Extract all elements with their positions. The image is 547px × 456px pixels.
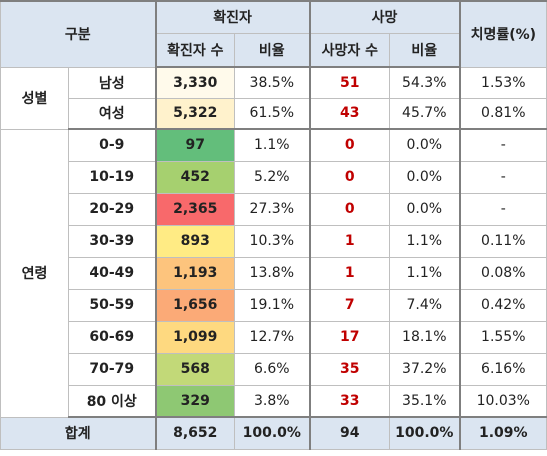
fatality-rate-cell: 0.11% [458,224,547,258]
row-label: 80 이상 [67,384,157,418]
death-ratio-cell: 7.4% [389,288,461,322]
table-row: 연령 0-9 97 1.1% 0 0.0% - [0,128,547,418]
confirmed-count-cell: 1,099 [154,320,236,354]
death-ratio-cell: 0.0% [389,160,461,194]
header-death-ratio: 비율 [389,32,461,68]
total-confirmed: 8,652 [154,416,236,450]
header-death-count: 사망자 수 [308,32,391,68]
confirmed-ratio-cell: 1.1% [234,128,311,162]
confirmed-count-cell: 452 [154,160,236,194]
death-ratio-cell: 1.1% [389,256,461,290]
total-death-ratio: 100.0% [389,416,461,450]
fatality-rate-cell: 0.42% [458,288,547,322]
confirmed-ratio-cell: 10.3% [234,224,311,258]
confirmed-count-cell: 893 [154,224,236,258]
death-count-cell: 1 [308,256,391,290]
header-confirmed-count: 확진자 수 [154,32,236,68]
row-label: 10-19 [67,160,157,194]
fatality-rate-cell: - [458,160,547,194]
fatality-rate-cell: 1.53% [458,66,547,99]
confirmed-count-cell: 3,330 [154,66,236,99]
death-ratio-cell: 54.3% [389,66,461,99]
table-row: 60-69 1,099 12.7% 17 18.1% 1.55% [1,320,547,354]
row-label: 50-59 [67,288,157,322]
death-ratio-cell: 45.7% [389,97,461,130]
fatality-rate-cell: - [458,192,547,226]
header-category: 구분 [0,0,157,68]
death-ratio-cell: 1.1% [389,224,461,258]
confirmed-ratio-cell: 3.8% [234,384,311,418]
death-count-cell: 51 [308,66,391,99]
confirmed-ratio-cell: 27.3% [234,192,311,226]
confirmed-ratio-cell: 38.5% [234,66,311,99]
group-label-age: 연령 [0,128,69,418]
total-deaths: 94 [308,416,391,450]
confirmed-count-cell: 2,365 [154,192,236,226]
confirmed-ratio-cell: 61.5% [234,97,311,130]
table-row: 40-49 1,193 13.8% 1 1.1% 0.08% [1,256,547,290]
table-row: 30-39 893 10.3% 1 1.1% 0.11% [1,224,547,258]
death-ratio-cell: 18.1% [389,320,461,354]
row-label: 40-49 [67,256,157,290]
total-confirmed-ratio: 100.0% [234,416,311,450]
confirmed-count-cell: 97 [154,128,236,162]
death-ratio-cell: 35.1% [389,384,461,418]
confirmed-count-cell: 1,656 [154,288,236,322]
fatality-rate-cell: 0.08% [458,256,547,290]
death-count-cell: 1 [308,224,391,258]
death-ratio-cell: 0.0% [389,192,461,226]
header-fatality-rate: 치명률(%) [458,0,547,68]
confirmed-ratio-cell: 12.7% [234,320,311,354]
death-count-cell: 33 [308,384,391,418]
confirmed-count-cell: 1,193 [154,256,236,290]
confirmed-count-cell: 568 [154,352,236,386]
table-row: 여성 5,322 61.5% 43 45.7% 0.81% [1,97,547,130]
table-row: 성별 남성 3,330 38.5% 51 54.3% 1.53% [0,66,547,130]
death-count-cell: 35 [308,352,391,386]
confirmed-ratio-cell: 19.1% [234,288,311,322]
death-count-cell: 0 [308,128,391,162]
table-row: 70-79 568 6.6% 35 37.2% 6.16% [1,352,547,386]
death-count-cell: 43 [308,97,391,130]
fatality-rate-cell: 6.16% [458,352,547,386]
death-ratio-cell: 0.0% [389,128,461,162]
table-row: 10-19 452 5.2% 0 0.0% - [1,160,547,194]
table-row: 20-29 2,365 27.3% 0 0.0% - [1,192,547,226]
row-label: 20-29 [67,192,157,226]
death-count-cell: 0 [308,192,391,226]
group-label-sex: 성별 [0,66,69,130]
total-row: 합계 8,652 100.0% 94 100.0% 1.09% [0,416,547,450]
fatality-rate-cell: 0.81% [458,97,547,130]
table-row: 80 이상 329 3.8% 33 35.1% 10.03% [1,384,547,418]
header-confirmed: 확진자 [154,0,311,34]
death-count-cell: 0 [308,160,391,194]
row-label: 60-69 [67,320,157,354]
row-label: 0-9 [67,128,157,162]
death-count-cell: 7 [308,288,391,322]
confirmed-ratio-cell: 13.8% [234,256,311,290]
total-fatality-rate: 1.09% [458,416,547,450]
confirmed-ratio-cell: 6.6% [234,352,311,386]
row-label: 여성 [67,97,157,130]
death-ratio-cell: 37.2% [389,352,461,386]
total-label: 합계 [0,416,157,450]
row-label: 30-39 [67,224,157,258]
confirmed-count-cell: 329 [154,384,236,418]
header-confirmed-ratio: 비율 [234,32,311,68]
death-count-cell: 17 [308,320,391,354]
fatality-rate-cell: - [458,128,547,162]
row-label: 남성 [67,66,157,99]
fatality-rate-cell: 10.03% [458,384,547,418]
row-label: 70-79 [67,352,157,386]
header-deaths: 사망 [308,0,461,34]
confirmed-count-cell: 5,322 [154,97,236,130]
table-row: 50-59 1,656 19.1% 7 7.4% 0.42% [1,288,547,322]
confirmed-ratio-cell: 5.2% [234,160,311,194]
fatality-rate-cell: 1.55% [458,320,547,354]
